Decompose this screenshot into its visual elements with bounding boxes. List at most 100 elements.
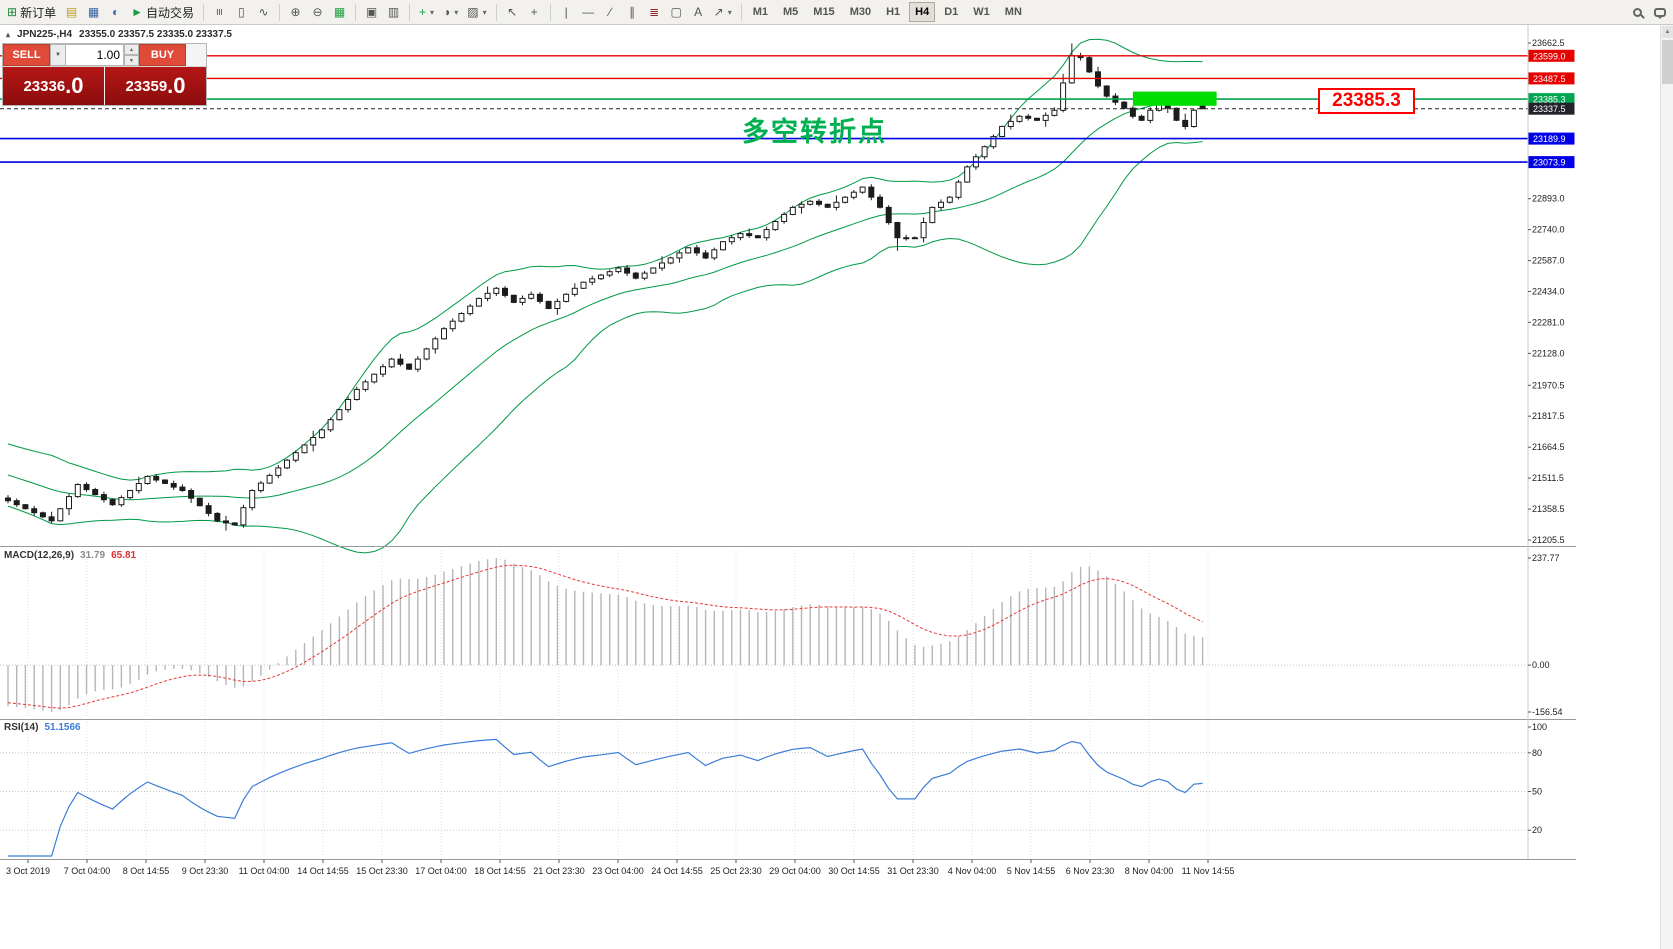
spinner-up-button[interactable]: ▲ bbox=[124, 44, 139, 55]
price-badge-label: 23487.5 bbox=[1533, 74, 1566, 84]
crosshair-button[interactable]: + bbox=[524, 2, 545, 23]
timeframe-m15-button[interactable]: M15 bbox=[807, 2, 840, 22]
search-button[interactable] bbox=[1627, 2, 1648, 23]
profiles-button[interactable]: ▦ bbox=[83, 2, 104, 23]
indicators-button[interactable]: + ▾ bbox=[415, 2, 438, 23]
equidistant-channel-button[interactable]: ∥ bbox=[622, 2, 643, 23]
vertical-line-button[interactable]: | bbox=[556, 2, 577, 23]
timeframe-w1-button[interactable]: W1 bbox=[967, 2, 996, 22]
candle-body bbox=[667, 257, 674, 264]
buy-price[interactable]: 23359.0 bbox=[105, 67, 206, 105]
toolbar-separator bbox=[408, 3, 410, 21]
fibonacci-icon: ≣ bbox=[649, 5, 660, 19]
macd-axis-label: 237.77 bbox=[1532, 553, 1560, 563]
price-badge bbox=[1528, 102, 1575, 115]
autotrading-button[interactable]: ► 自动交易 bbox=[127, 2, 198, 23]
candle-body bbox=[615, 267, 622, 273]
zoom-in-button[interactable]: ⊕ bbox=[285, 2, 306, 23]
vertical-scrollbar[interactable]: ▲ bbox=[1660, 25, 1673, 949]
candle-body bbox=[266, 474, 273, 484]
scrollbar-thumb[interactable] bbox=[1662, 40, 1673, 84]
rsi-axis-label: 20 bbox=[1532, 825, 1542, 835]
time-axis-label: 8 Oct 14:55 bbox=[123, 866, 170, 876]
chat-button[interactable] bbox=[1649, 2, 1670, 23]
price-annotation-box[interactable]: 23385.3 bbox=[1318, 88, 1415, 114]
candle-body bbox=[737, 233, 744, 239]
scroll-up-arrow[interactable]: ▲ bbox=[1662, 26, 1673, 38]
fibonacci-button[interactable]: ≣ bbox=[644, 2, 665, 23]
arrow-tools-icon: ↗ bbox=[713, 5, 724, 19]
timeframe-h4-button[interactable]: H4 bbox=[909, 2, 936, 22]
candle-body bbox=[746, 233, 753, 237]
candle-body bbox=[467, 305, 474, 315]
bar-chart-button[interactable]: ≡ bbox=[209, 2, 230, 23]
search-icon bbox=[1633, 7, 1642, 17]
shapes-button[interactable]: ▢ bbox=[666, 2, 687, 23]
timeframe-d1-button[interactable]: D1 bbox=[938, 2, 964, 22]
order-type-dropdown[interactable]: ▼ bbox=[50, 44, 66, 66]
spinner-down-button[interactable]: ▼ bbox=[124, 55, 139, 66]
price-badge-label: 23073.9 bbox=[1533, 158, 1566, 168]
trade-panel-prices: 23336.0 23359.0 bbox=[3, 66, 206, 105]
candle-body bbox=[1173, 107, 1180, 121]
candle-body bbox=[589, 278, 596, 283]
line-chart-button[interactable]: ∿ bbox=[253, 2, 274, 23]
candle-body bbox=[1190, 109, 1197, 128]
candle-body bbox=[275, 467, 282, 476]
text-button[interactable]: A bbox=[688, 2, 709, 23]
periods-button[interactable]: ◑ ▾ bbox=[439, 2, 462, 23]
time-axis-label: 31 Oct 23:30 bbox=[887, 866, 939, 876]
timeframe-m30-button[interactable]: M30 bbox=[844, 2, 877, 22]
timeframe-h1-button[interactable]: H1 bbox=[880, 2, 906, 22]
annotation-text[interactable]: 多空转折点 bbox=[742, 117, 887, 147]
timeframe-mn-button[interactable]: MN bbox=[999, 2, 1028, 22]
price-badge-label: 23385.3 bbox=[1533, 95, 1566, 105]
zoom-out-button[interactable]: ⊖ bbox=[307, 2, 328, 23]
trendline-button[interactable]: ∕ bbox=[600, 2, 621, 23]
candle-body bbox=[772, 221, 779, 231]
candle-body bbox=[153, 475, 160, 481]
cursor-button[interactable]: ↖ bbox=[502, 2, 523, 23]
time-axis-label: 5 Nov 14:55 bbox=[1007, 866, 1056, 876]
chart-window-button[interactable]: ▤ bbox=[61, 2, 82, 23]
sell-button[interactable]: SELL bbox=[3, 44, 50, 66]
cascade-windows-button[interactable]: ▥ bbox=[383, 2, 404, 23]
price-axis-label: 22587.0 bbox=[1532, 256, 1565, 266]
candlestick-chart-icon: ▯ bbox=[238, 5, 245, 19]
time-axis-label: 9 Oct 23:30 bbox=[182, 866, 229, 876]
buy-price-fraction: .0 bbox=[167, 73, 186, 98]
candlestick-chart-button[interactable]: ▯ bbox=[231, 2, 252, 23]
time-axis-label: 7 Oct 04:00 bbox=[64, 866, 111, 876]
candle-body bbox=[536, 293, 543, 302]
arrow-tools-button[interactable]: ↗ ▾ bbox=[710, 2, 736, 23]
toolbar-separator bbox=[740, 3, 742, 21]
sell-price[interactable]: 23336.0 bbox=[3, 67, 104, 105]
horizontal-line-button[interactable]: — bbox=[578, 2, 599, 23]
candle-body bbox=[1086, 57, 1093, 73]
macd-signal-value: 65.81 bbox=[111, 550, 137, 561]
candle-body bbox=[1138, 115, 1145, 121]
lot-size-input[interactable] bbox=[66, 44, 124, 66]
tile-windows-button[interactable]: ▣ bbox=[361, 2, 382, 23]
price-axis-label: 21664.5 bbox=[1532, 442, 1565, 452]
candle-body bbox=[938, 201, 944, 208]
highlight-rectangle[interactable] bbox=[1132, 91, 1217, 106]
sell-price-fraction: .0 bbox=[65, 73, 84, 98]
candle-body bbox=[144, 475, 151, 484]
market-watch-button[interactable]: ◐ bbox=[105, 2, 126, 23]
candle-body bbox=[502, 287, 508, 296]
candle-body bbox=[650, 267, 657, 274]
rsi-line bbox=[8, 738, 1203, 857]
candle-body bbox=[877, 196, 883, 208]
candle-body bbox=[318, 429, 325, 439]
auto-arrange-button[interactable]: ▦ bbox=[329, 2, 350, 23]
autotrading-icon: ► bbox=[131, 5, 143, 19]
timeframe-m5-button[interactable]: M5 bbox=[777, 2, 804, 22]
candle-body bbox=[510, 294, 517, 303]
toolbar-right bbox=[1627, 2, 1670, 23]
buy-button[interactable]: BUY bbox=[139, 44, 186, 66]
timeframe-m1-button[interactable]: M1 bbox=[747, 2, 774, 22]
new-order-button[interactable]: ⊞ 新订单 bbox=[3, 2, 60, 23]
candle-body bbox=[798, 203, 805, 208]
templates-button[interactable]: ▨ ▾ bbox=[463, 2, 490, 23]
